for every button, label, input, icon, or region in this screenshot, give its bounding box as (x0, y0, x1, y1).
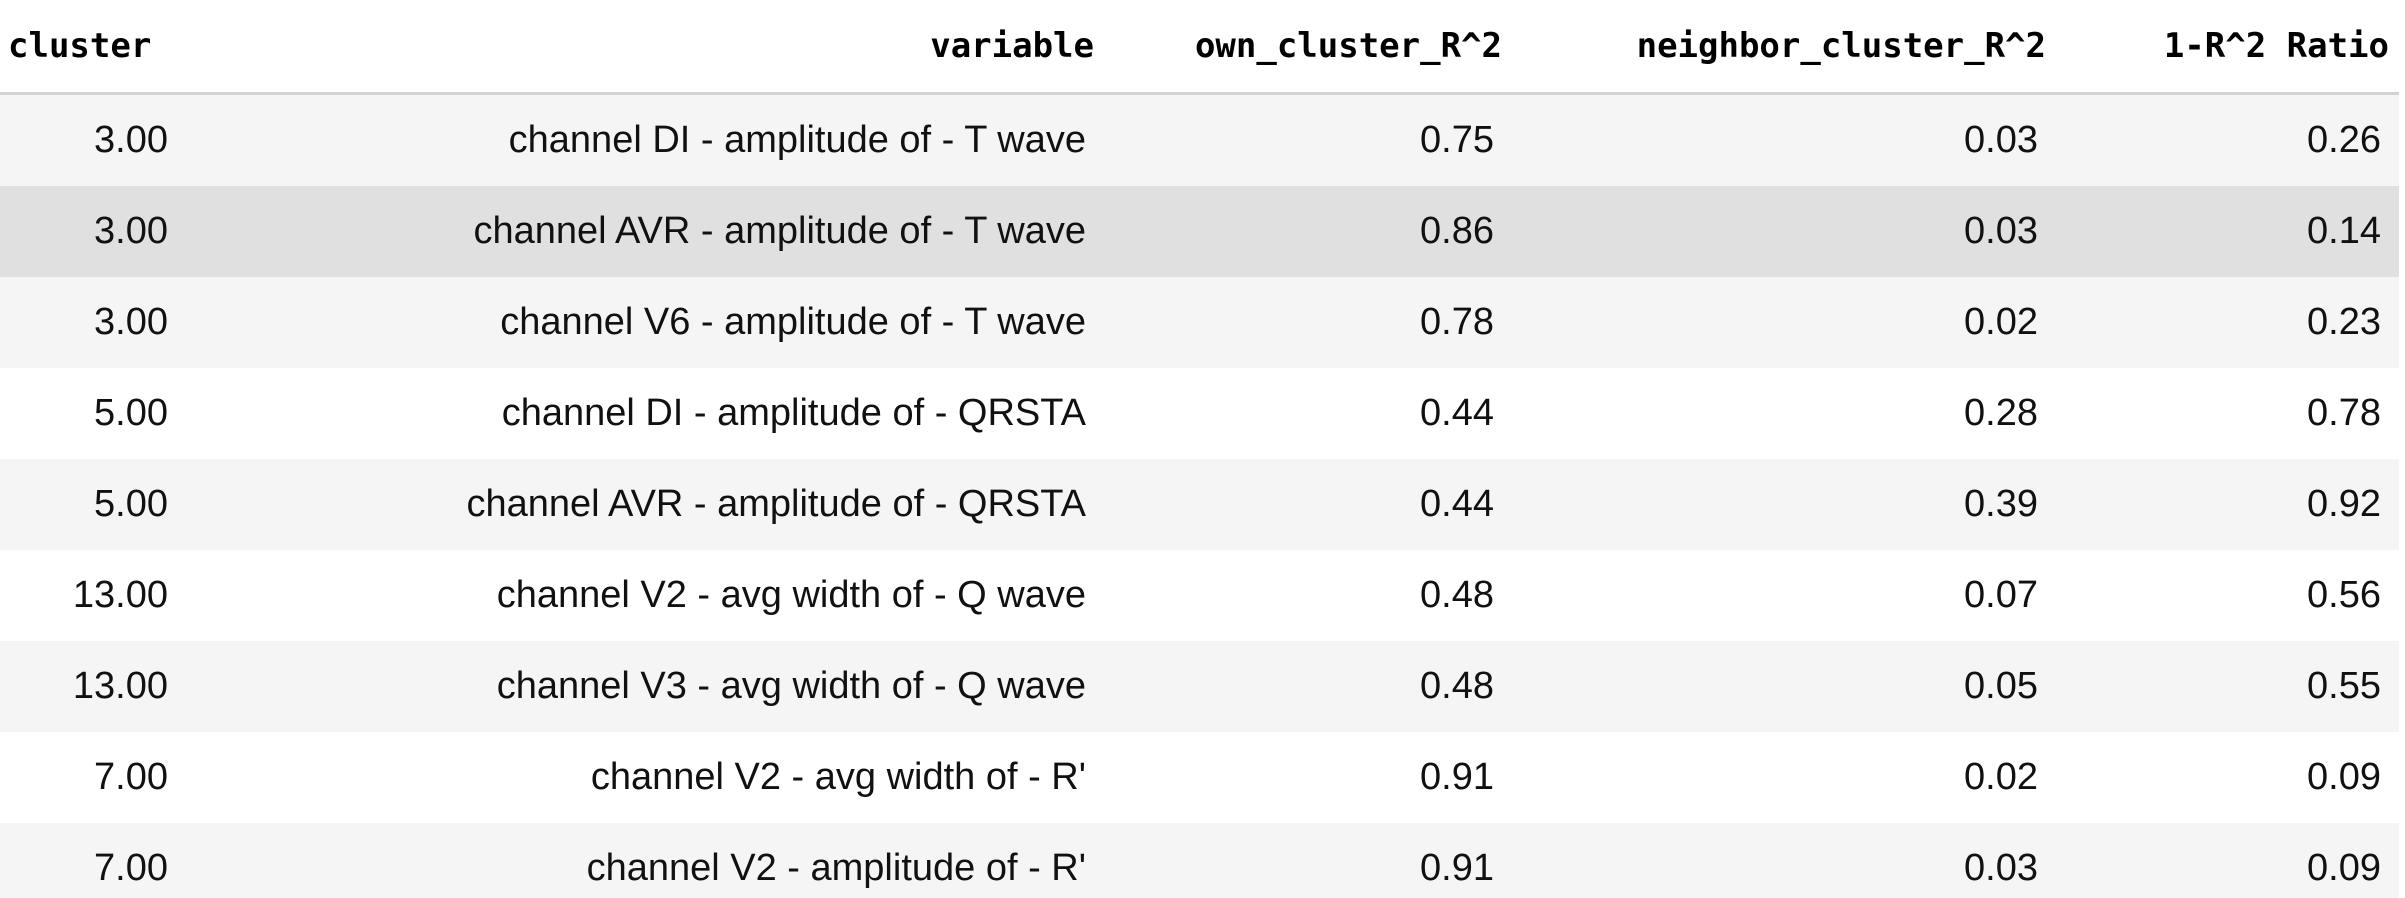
cell-neighbor-cluster-r2: 0.28 (1518, 368, 2062, 459)
cell-ratio: 0.78 (2062, 368, 2405, 459)
table-header: cluster variable own_cluster_R^2 neighbo… (0, 0, 2405, 95)
cell-ratio: 0.09 (2062, 732, 2405, 823)
cell-own-cluster-r2: 0.48 (1110, 641, 1518, 732)
cell-variable: channel AVR - amplitude of - QRSTA (192, 459, 1110, 550)
cell-own-cluster-r2: 0.86 (1110, 186, 1518, 277)
cell-neighbor-cluster-r2: 0.02 (1518, 732, 2062, 823)
cell-ratio: 0.56 (2062, 550, 2405, 641)
cell-cluster: 3.00 (0, 186, 192, 277)
cell-cluster: 7.00 (0, 823, 192, 898)
right-edge-divider (2399, 0, 2405, 898)
cell-variable: channel DI - amplitude of - QRSTA (192, 368, 1110, 459)
cell-neighbor-cluster-r2: 0.03 (1518, 186, 2062, 277)
column-header-cluster: cluster (0, 0, 192, 95)
cell-cluster: 3.00 (0, 93, 192, 186)
cell-variable: channel DI - amplitude of - T wave (192, 93, 1110, 186)
table-row: 5.00 channel DI - amplitude of - QRSTA 0… (0, 368, 2405, 459)
cell-cluster: 3.00 (0, 277, 192, 368)
cell-neighbor-cluster-r2: 0.03 (1518, 93, 2062, 186)
cell-variable: channel V2 - avg width of - Q wave (192, 550, 1110, 641)
cell-variable: channel V2 - amplitude of - R' (192, 823, 1110, 898)
cell-cluster: 7.00 (0, 732, 192, 823)
cell-own-cluster-r2: 0.75 (1110, 93, 1518, 186)
cell-cluster: 13.00 (0, 550, 192, 641)
cell-variable: channel V2 - avg width of - R' (192, 732, 1110, 823)
cell-own-cluster-r2: 0.91 (1110, 823, 1518, 898)
cell-neighbor-cluster-r2: 0.03 (1518, 823, 2062, 898)
cell-own-cluster-r2: 0.44 (1110, 459, 1518, 550)
header-row: cluster variable own_cluster_R^2 neighbo… (0, 0, 2405, 95)
table-row: 7.00 channel V2 - avg width of - R' 0.91… (0, 732, 2405, 823)
column-header-variable: variable (192, 0, 1110, 95)
cell-own-cluster-r2: 0.91 (1110, 732, 1518, 823)
column-header-neighbor-cluster-r2: neighbor_cluster_R^2 (1518, 0, 2062, 95)
cell-cluster: 5.00 (0, 368, 192, 459)
table-row: 13.00 channel V3 - avg width of - Q wave… (0, 641, 2405, 732)
cell-neighbor-cluster-r2: 0.39 (1518, 459, 2062, 550)
column-header-own-cluster-r2: own_cluster_R^2 (1110, 0, 1518, 95)
cell-ratio: 0.14 (2062, 186, 2405, 277)
cell-cluster: 13.00 (0, 641, 192, 732)
cell-own-cluster-r2: 0.78 (1110, 277, 1518, 368)
cell-ratio: 0.26 (2062, 93, 2405, 186)
table-row: 5.00 channel AVR - amplitude of - QRSTA … (0, 459, 2405, 550)
table-body: 3.00 channel DI - amplitude of - T wave … (0, 93, 2405, 898)
table-row-highlighted: 3.00 channel AVR - amplitude of - T wave… (0, 186, 2405, 277)
cell-ratio: 0.09 (2062, 823, 2405, 898)
cell-variable: channel V6 - amplitude of - T wave (192, 277, 1110, 368)
cell-cluster: 5.00 (0, 459, 192, 550)
cell-own-cluster-r2: 0.48 (1110, 550, 1518, 641)
column-header-ratio: 1-R^2 Ratio (2062, 0, 2405, 95)
table-row: 13.00 channel V2 - avg width of - Q wave… (0, 550, 2405, 641)
cell-neighbor-cluster-r2: 0.05 (1518, 641, 2062, 732)
cell-ratio: 0.92 (2062, 459, 2405, 550)
cell-neighbor-cluster-r2: 0.02 (1518, 277, 2062, 368)
cell-neighbor-cluster-r2: 0.07 (1518, 550, 2062, 641)
cell-ratio: 0.23 (2062, 277, 2405, 368)
cell-ratio: 0.55 (2062, 641, 2405, 732)
table-row: 3.00 channel DI - amplitude of - T wave … (0, 93, 2405, 186)
cell-variable: channel V3 - avg width of - Q wave (192, 641, 1110, 732)
table-row: 3.00 channel V6 - amplitude of - T wave … (0, 277, 2405, 368)
cell-own-cluster-r2: 0.44 (1110, 368, 1518, 459)
cell-variable: channel AVR - amplitude of - T wave (192, 186, 1110, 277)
table-row: 7.00 channel V2 - amplitude of - R' 0.91… (0, 823, 2405, 898)
